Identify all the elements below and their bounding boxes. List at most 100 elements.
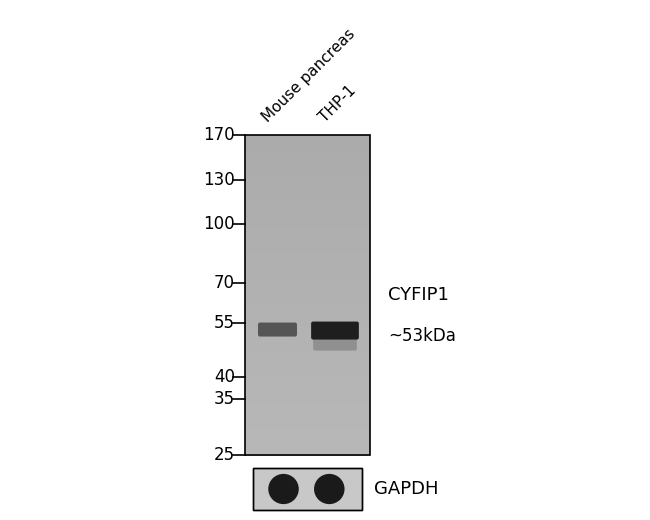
Bar bbox=[245, 279, 370, 283]
Bar bbox=[253, 468, 362, 510]
Bar bbox=[245, 449, 370, 452]
Bar bbox=[245, 410, 370, 414]
Bar bbox=[245, 209, 370, 212]
Bar bbox=[245, 404, 370, 408]
Bar bbox=[245, 327, 370, 331]
Text: 70: 70 bbox=[214, 274, 235, 292]
FancyBboxPatch shape bbox=[313, 334, 357, 350]
Bar bbox=[245, 135, 370, 139]
Bar bbox=[245, 349, 370, 353]
Bar bbox=[245, 202, 370, 206]
Bar bbox=[245, 183, 370, 187]
Bar bbox=[245, 186, 370, 190]
Bar bbox=[245, 225, 370, 228]
Bar bbox=[245, 346, 370, 350]
Bar bbox=[245, 247, 370, 251]
Bar bbox=[245, 336, 370, 340]
Bar bbox=[245, 154, 370, 158]
Text: 100: 100 bbox=[203, 215, 235, 232]
Bar bbox=[245, 148, 370, 151]
Bar bbox=[245, 302, 370, 305]
Bar bbox=[245, 305, 370, 308]
Bar bbox=[245, 394, 370, 398]
Bar bbox=[253, 468, 362, 510]
Bar bbox=[245, 330, 370, 334]
Text: CYFIP1: CYFIP1 bbox=[388, 287, 449, 305]
Bar bbox=[245, 244, 370, 248]
Bar bbox=[245, 256, 370, 261]
Text: 55: 55 bbox=[214, 315, 235, 332]
Bar bbox=[245, 170, 370, 174]
Bar bbox=[245, 145, 370, 148]
Bar bbox=[245, 375, 370, 379]
Bar bbox=[245, 446, 370, 449]
Bar bbox=[245, 385, 370, 388]
Bar bbox=[245, 391, 370, 395]
Bar bbox=[245, 260, 370, 264]
Bar bbox=[245, 295, 370, 298]
Bar bbox=[245, 356, 370, 359]
Bar bbox=[245, 321, 370, 324]
Bar bbox=[245, 161, 370, 164]
Bar bbox=[245, 218, 370, 222]
Bar bbox=[245, 433, 370, 436]
Bar bbox=[245, 311, 370, 315]
Bar bbox=[245, 417, 370, 420]
Bar bbox=[245, 442, 370, 446]
Bar bbox=[245, 135, 370, 455]
Bar bbox=[245, 426, 370, 430]
Bar bbox=[245, 340, 370, 344]
Bar bbox=[245, 266, 370, 270]
Bar bbox=[245, 164, 370, 167]
Text: 40: 40 bbox=[214, 368, 235, 385]
Bar bbox=[245, 196, 370, 200]
Bar bbox=[245, 366, 370, 369]
Bar bbox=[245, 141, 370, 145]
Text: 130: 130 bbox=[203, 171, 235, 189]
Bar bbox=[245, 362, 370, 366]
Bar bbox=[245, 180, 370, 184]
Bar bbox=[245, 308, 370, 311]
Bar bbox=[245, 452, 370, 456]
Bar bbox=[245, 388, 370, 392]
Bar bbox=[245, 189, 370, 193]
Bar bbox=[245, 400, 370, 405]
Bar bbox=[245, 298, 370, 302]
Bar bbox=[245, 324, 370, 328]
Bar bbox=[245, 215, 370, 219]
Bar bbox=[245, 439, 370, 443]
Bar bbox=[245, 333, 370, 337]
Ellipse shape bbox=[268, 474, 299, 504]
Ellipse shape bbox=[314, 474, 344, 504]
Bar bbox=[245, 151, 370, 155]
Text: Mouse pancreas: Mouse pancreas bbox=[259, 27, 358, 125]
Bar bbox=[245, 238, 370, 241]
Bar bbox=[245, 228, 370, 231]
Text: ~53kDa: ~53kDa bbox=[388, 327, 456, 345]
Bar bbox=[245, 343, 370, 347]
FancyBboxPatch shape bbox=[311, 321, 359, 340]
Bar bbox=[245, 289, 370, 292]
Bar bbox=[245, 212, 370, 215]
Bar bbox=[245, 436, 370, 439]
Bar bbox=[245, 397, 370, 401]
Text: GAPDH: GAPDH bbox=[374, 480, 439, 498]
Bar bbox=[245, 173, 370, 177]
Bar bbox=[245, 430, 370, 433]
Bar bbox=[245, 231, 370, 235]
Bar bbox=[245, 167, 370, 171]
Bar bbox=[245, 353, 370, 356]
Bar bbox=[245, 269, 370, 273]
Bar bbox=[245, 177, 370, 180]
Bar bbox=[245, 192, 370, 196]
Bar bbox=[245, 263, 370, 267]
Bar bbox=[245, 420, 370, 423]
Bar bbox=[245, 413, 370, 417]
Bar bbox=[245, 253, 370, 257]
Bar bbox=[245, 158, 370, 161]
Text: 25: 25 bbox=[214, 446, 235, 464]
Text: THP-1: THP-1 bbox=[317, 83, 359, 125]
Bar bbox=[245, 282, 370, 286]
Bar bbox=[245, 292, 370, 295]
Text: 35: 35 bbox=[214, 390, 235, 408]
